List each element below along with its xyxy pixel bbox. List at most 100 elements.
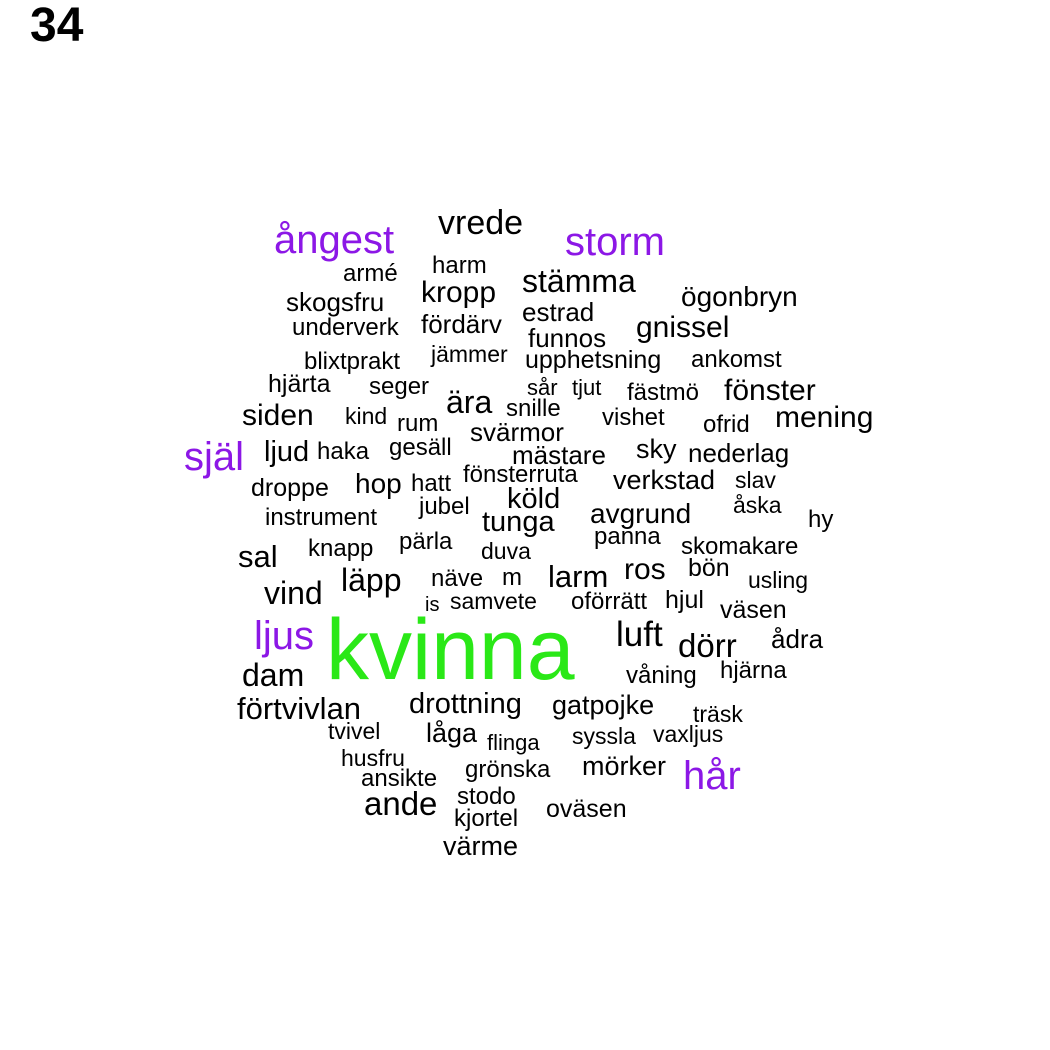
word-stamma: stämma bbox=[522, 263, 636, 299]
word-dam: dam bbox=[242, 657, 305, 693]
word-svarmor: svärmor bbox=[470, 417, 564, 447]
word-aska: åska bbox=[733, 492, 782, 518]
word-tunga: tunga bbox=[482, 506, 555, 538]
word-ara: ära bbox=[446, 384, 493, 420]
word-parla: pärla bbox=[399, 528, 453, 555]
word-snille: snille bbox=[506, 395, 561, 422]
word-tjut: tjut bbox=[572, 375, 602, 400]
word-samvete: samvete bbox=[450, 588, 537, 614]
word-adra: ådra bbox=[771, 624, 824, 654]
word-is: is bbox=[425, 594, 440, 616]
word-mastare: mästare bbox=[512, 440, 606, 470]
word-bon: bön bbox=[688, 554, 730, 582]
word-drottning: drottning bbox=[409, 688, 522, 720]
word-ros: ros bbox=[624, 553, 666, 586]
word-upphetsning: upphetsning bbox=[525, 346, 662, 374]
word-gatpojke: gatpojke bbox=[552, 690, 655, 720]
word-sar: sår bbox=[527, 375, 558, 400]
word-hatt: hatt bbox=[411, 470, 452, 497]
word-kold: köld bbox=[507, 483, 561, 515]
word-fordarv: fördärv bbox=[421, 309, 502, 339]
word-ande: ande bbox=[364, 785, 438, 822]
word-panna: panna bbox=[594, 523, 661, 550]
word-angest: ångest bbox=[274, 218, 395, 262]
word-duva: duva bbox=[481, 538, 531, 564]
word-vrede: vrede bbox=[438, 204, 524, 242]
word-vishet: vishet bbox=[602, 404, 665, 431]
word-lapp: läpp bbox=[341, 562, 402, 598]
word-ankomst: ankomst bbox=[691, 346, 782, 373]
word-hy: hy bbox=[808, 506, 834, 533]
word-husfru: husfru bbox=[341, 745, 405, 771]
word-fonsterruta: fönsterruta bbox=[463, 461, 578, 488]
word-vasen: väsen bbox=[720, 596, 787, 624]
word-seger: seger bbox=[369, 373, 430, 400]
word-verkstad: verkstad bbox=[613, 465, 716, 495]
word-sky: sky bbox=[636, 434, 677, 464]
word-arme: armé bbox=[343, 260, 398, 287]
word-vaning: våning bbox=[626, 662, 697, 689]
word-ljud: ljud bbox=[264, 436, 310, 468]
word-vaxljus: vaxljus bbox=[653, 721, 724, 747]
word-siden: siden bbox=[242, 399, 314, 432]
word-mening: mening bbox=[775, 401, 874, 434]
word-trask: träsk bbox=[693, 701, 743, 727]
word-morker: mörker bbox=[582, 751, 667, 781]
word-dorr: dörr bbox=[678, 627, 737, 664]
word-skomakare: skomakare bbox=[681, 533, 799, 560]
word-nederlag: nederlag bbox=[688, 438, 790, 468]
word-stodo: stodo bbox=[457, 783, 516, 810]
word-luft: luft bbox=[616, 615, 663, 654]
word-tvivel: tvivel bbox=[328, 718, 381, 744]
word-kjortel: kjortel bbox=[454, 805, 519, 832]
word-gronska: grönska bbox=[465, 756, 551, 783]
word-vind: vind bbox=[264, 575, 323, 611]
word-hop: hop bbox=[355, 468, 402, 499]
word-syssla: syssla bbox=[572, 723, 636, 749]
word-m: m bbox=[502, 564, 522, 591]
word-flinga: flinga bbox=[487, 730, 540, 755]
word-ljus: ljus bbox=[254, 614, 315, 658]
word-kind: kind bbox=[345, 403, 388, 429]
word-slav: slav bbox=[735, 467, 776, 493]
word-kvinna: kvinna bbox=[326, 602, 575, 698]
word-hjarna: hjärna bbox=[720, 657, 787, 684]
word-blixtprakt: blixtprakt bbox=[304, 348, 401, 375]
word-avgrund: avgrund bbox=[590, 498, 692, 529]
word-sjal: själ bbox=[184, 435, 245, 479]
word-knapp: knapp bbox=[308, 535, 374, 562]
word-jammer: jämmer bbox=[431, 341, 508, 367]
word-kropp: kropp bbox=[421, 276, 497, 309]
word-rum: rum bbox=[397, 410, 439, 437]
word-underverk: underverk bbox=[292, 314, 399, 341]
word-fastmo: fästmö bbox=[627, 379, 700, 406]
word-gesall: gesäll bbox=[389, 434, 452, 461]
word-varme: värme bbox=[443, 831, 519, 861]
word-ogonbryn: ögonbryn bbox=[681, 281, 798, 312]
word-hjul: hjul bbox=[665, 586, 704, 614]
word-estrad: estrad bbox=[522, 297, 595, 327]
word-laga: låga bbox=[426, 718, 478, 748]
word-skogsfru: skogsfru bbox=[286, 287, 385, 317]
word-hjarta: hjärta bbox=[268, 370, 331, 398]
word-storm: storm bbox=[565, 220, 665, 264]
word-sal: sal bbox=[238, 539, 278, 574]
page-number: 34 bbox=[30, 0, 84, 52]
word-ansikte: ansikte bbox=[361, 765, 438, 792]
word-jubel: jubel bbox=[419, 493, 470, 520]
word-droppe: droppe bbox=[251, 474, 329, 502]
word-ovasen: oväsen bbox=[546, 795, 627, 823]
word-har: hår bbox=[683, 754, 741, 798]
word-gnissel: gnissel bbox=[636, 311, 730, 344]
word-instrument: instrument bbox=[265, 504, 378, 531]
word-fortvivlan: förtvivlan bbox=[237, 691, 362, 726]
word-haka: haka bbox=[317, 438, 370, 465]
word-larm: larm bbox=[548, 559, 609, 594]
word-funnos: funnos bbox=[528, 323, 607, 353]
word-nave: näve bbox=[431, 565, 484, 592]
word-usling: usling bbox=[748, 567, 809, 593]
word-oforratt: oförrätt bbox=[571, 588, 648, 615]
word-harm: harm bbox=[432, 252, 487, 279]
word-ofrid: ofrid bbox=[703, 411, 750, 438]
